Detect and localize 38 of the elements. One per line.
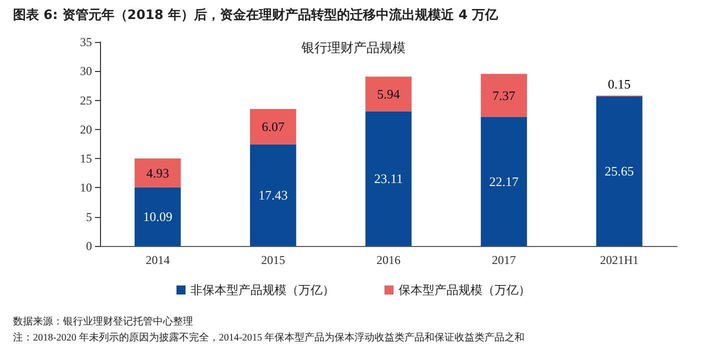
- chart-subtitle: 银行理财产品规模: [300, 40, 406, 55]
- text: 注：2018-2020 年未列示的原因为披露不完全，2014-2015 年保本型产品为保本浮动收益类产品和保证收益类产品之和: [13, 332, 525, 344]
- data-label: 25.65: [604, 164, 634, 179]
- bar: [596, 96, 642, 246]
- data-label: 22.17: [489, 174, 520, 189]
- y-tick-label: 25: [80, 93, 92, 108]
- data-label: 4.93: [146, 165, 170, 180]
- source-note: 数据来源：银行业理财登记托管中心整理: [13, 316, 193, 328]
- y-tick-label: 35: [80, 35, 92, 49]
- bar: [250, 144, 296, 246]
- legend-label: 非保本型产品规模（万亿）: [190, 283, 334, 297]
- data-label: 17.43: [258, 188, 288, 203]
- chart-title: 图表 6: 资管元年（2018 年）后，资金在理财产品转型的迁移中流出规模近 4 万亿: [13, 7, 500, 23]
- data-label: 0.15: [608, 76, 631, 92]
- data-label: 7.37: [492, 88, 516, 103]
- y-tick-label: 20: [80, 122, 92, 136]
- x-tick-label: 2014: [146, 253, 170, 267]
- y-tick-label: 5: [86, 210, 92, 224]
- bar: [365, 111, 412, 246]
- x-tick-label: 2021H1: [600, 253, 639, 267]
- y-tick-label: 15: [80, 152, 92, 166]
- y-tick-label: 10: [80, 180, 92, 195]
- bar: [134, 187, 181, 246]
- data-label: 6.07: [262, 119, 285, 134]
- bar: [250, 109, 296, 144]
- x-tick-label: 2017: [492, 253, 516, 267]
- legend-label: 保本型产品规模（万亿）: [398, 283, 530, 297]
- data-label: 5.94: [377, 86, 400, 102]
- y-tick-label: 30: [80, 64, 92, 78]
- bar: [134, 158, 181, 188]
- y-tick-label: 0: [86, 239, 92, 253]
- data-label: 23.11: [374, 171, 403, 186]
- bar: [480, 74, 527, 117]
- data-label: 10.09: [143, 209, 172, 224]
- bar: [365, 76, 412, 112]
- bar: [480, 116, 527, 246]
- x-tick-label: 2016: [376, 253, 400, 267]
- x-tick-label: 2015: [261, 253, 286, 267]
